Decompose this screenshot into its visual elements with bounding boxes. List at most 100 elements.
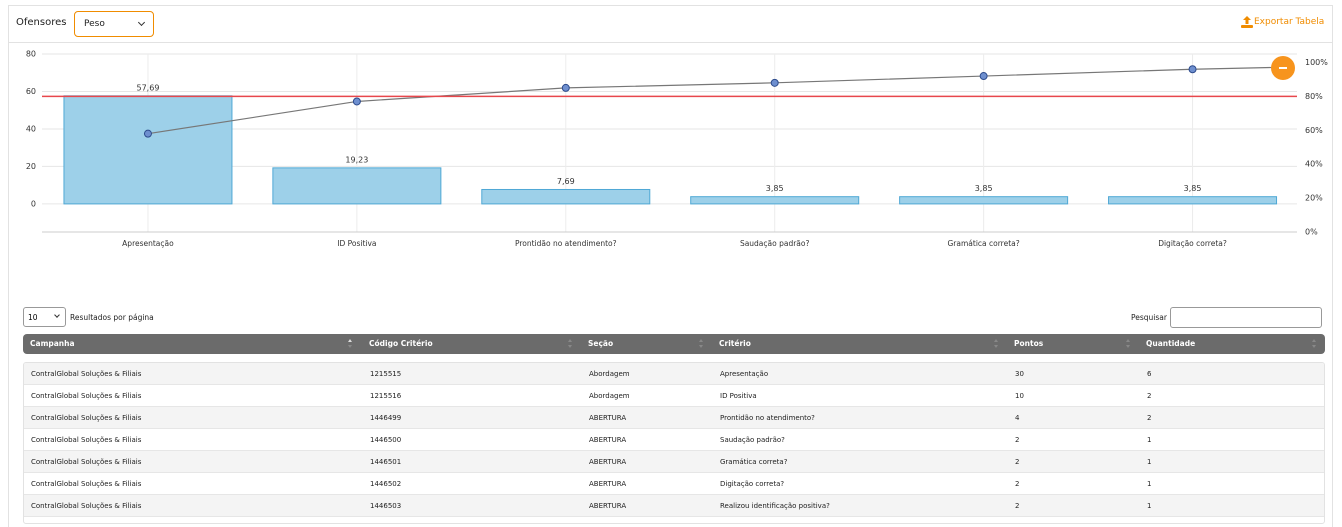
table-cell: ContralGlobal Soluções & Filiais [31, 436, 142, 444]
table-cell: ABERTURA [589, 480, 627, 488]
table-cell: 2 [1147, 392, 1152, 400]
value-label: 3,85 [766, 184, 784, 193]
collapse-button[interactable] [1271, 56, 1295, 80]
table-cell: ABERTURA [589, 414, 627, 422]
y2-tick-label: 100% [1305, 58, 1328, 67]
table-cell: 30 [1015, 370, 1024, 378]
table-cell: Abordagem [589, 370, 630, 378]
bar [272, 167, 442, 205]
table-row: ContralGlobal Soluções & Filiais 1215515 A… [24, 363, 1324, 385]
table-cell: ABERTURA [589, 502, 627, 510]
table-cell: Saudação padrão? [720, 436, 785, 444]
export-label: Exportar Tabela [1254, 17, 1325, 27]
sort-icon [699, 339, 703, 342]
page-size-select[interactable]: 10 [23, 307, 66, 327]
sort-icon [348, 345, 352, 348]
export-button[interactable]: Exportar Tabela [1240, 15, 1324, 29]
table: Campanha Código Critério Seção Critério Pont… [23, 334, 1325, 524]
table-cell: 2 [1015, 502, 1020, 510]
label: Ofensores [16, 17, 67, 28]
table-cell: 1446500 [370, 436, 402, 444]
table-cell: 1 [1147, 458, 1152, 466]
sort-icon [1312, 345, 1316, 348]
x-tick-label: ID Positiva [337, 239, 377, 248]
x-tick-label: Apresentação [122, 239, 174, 248]
sort-icon [568, 339, 572, 342]
table-cell: 1 [1147, 436, 1152, 444]
table-cell: 1446499 [370, 414, 402, 422]
minus-icon [1279, 67, 1287, 69]
divider [9, 42, 1333, 43]
chevron [54, 312, 60, 318]
select[interactable]: Peso [74, 11, 154, 37]
table-cell: 6 [1147, 370, 1152, 378]
card [8, 5, 1333, 527]
sort-icon [994, 339, 998, 342]
point [1188, 65, 1197, 74]
line [147, 68, 1193, 135]
column-header: Seção [588, 339, 614, 348]
point [352, 97, 361, 106]
point [770, 78, 779, 87]
table-body: ContralGlobal Soluções & Filiais 1215515 A… [23, 362, 1325, 524]
x-tick-label: Gramática correta? [947, 239, 1020, 248]
table-cell: 1 [1147, 502, 1152, 510]
sort-icon [699, 345, 703, 348]
table-row: ContralGlobal Soluções & Filiais 1215516 A… [24, 385, 1324, 407]
table-cell: 1446502 [370, 480, 402, 488]
table-cell: Prontidão no atendimento? [720, 414, 815, 422]
x-tick-label: Digitação correta? [1158, 239, 1227, 248]
table-cell: 4 [1015, 414, 1020, 422]
table-cell: ID Positiva [720, 392, 757, 400]
table-cell: 2 [1015, 458, 1020, 466]
y-tick-label: 20 [26, 162, 36, 171]
y2-tick-label: 40% [1305, 160, 1323, 169]
table-cell: 2 [1015, 480, 1020, 488]
value-label: 7,69 [557, 177, 575, 186]
table-cell: ContralGlobal Soluções & Filiais [31, 392, 142, 400]
bar [899, 196, 1069, 205]
table-cell: ContralGlobal Soluções & Filiais [31, 458, 142, 466]
column-header: Código Critério [369, 339, 433, 348]
sort-icon [1312, 339, 1316, 342]
sort-icon [994, 345, 998, 348]
y-tick-label: 40 [26, 124, 36, 133]
bar [690, 196, 860, 205]
export-icon [1241, 16, 1253, 28]
table-cell: ContralGlobal Soluções & Filiais [31, 370, 142, 378]
bar [63, 95, 233, 205]
table-cell: 1 [1147, 480, 1152, 488]
point [143, 129, 152, 138]
search-label: Pesquisar [1131, 313, 1167, 322]
sort-icon [1126, 339, 1130, 342]
sort-icon [568, 345, 572, 348]
y2-tick-label: 20% [1305, 194, 1323, 203]
sort-icon [348, 339, 352, 342]
point [561, 83, 570, 92]
table-row: ContralGlobal Soluções & Filiais 1446501 A… [24, 451, 1324, 473]
table-cell: ContralGlobal Soluções & Filiais [31, 502, 142, 510]
column-header: Pontos [1014, 339, 1044, 348]
table-cell: 1446501 [370, 458, 402, 466]
table-cell: Abordagem [589, 392, 630, 400]
y2-tick-label: 80% [1305, 92, 1323, 101]
y-tick-label: 80 [26, 50, 36, 59]
bar [1108, 196, 1278, 205]
table-cell: Apresentação [720, 370, 769, 378]
table-cell: Gramática correta? [720, 458, 788, 466]
table-row: ContralGlobal Soluções & Filiais 1446502 A… [24, 473, 1324, 495]
value-label: 19,23 [345, 155, 368, 164]
chart: 0 20 40 60 80 0% 20% 40% 60% 80% 100% 57,69 19,23 7,6… [26, 50, 1328, 237]
select-value: Peso [84, 19, 105, 29]
table-cell: ContralGlobal Soluções & Filiais [31, 414, 142, 422]
column-header: Quantidade [1146, 339, 1196, 348]
line-tail [1192, 66, 1284, 70]
table-row: ContralGlobal Soluções & Filiais 1446500 A… [24, 429, 1324, 451]
value-label: 3,85 [1184, 184, 1202, 193]
table-cell: Realizou identificação positiva? [720, 502, 830, 510]
value-label: 3,85 [975, 184, 993, 193]
sort-icon [1126, 345, 1130, 348]
y-tick-label: 0 [31, 199, 36, 208]
search-input[interactable] [1170, 307, 1322, 328]
